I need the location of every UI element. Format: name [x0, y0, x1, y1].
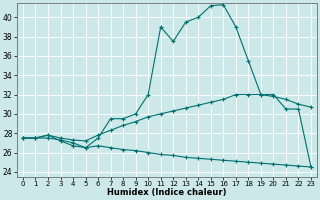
X-axis label: Humidex (Indice chaleur): Humidex (Indice chaleur) — [107, 188, 227, 197]
